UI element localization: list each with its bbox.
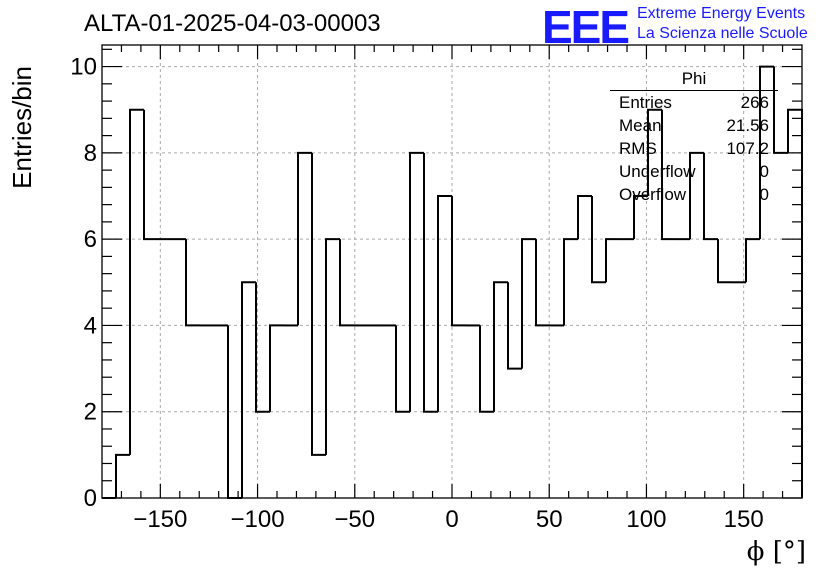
- histogram-bin: [423, 152, 438, 413]
- x-tick-label: 100: [626, 506, 666, 533]
- stats-label: RMS: [619, 139, 657, 158]
- x-tick-label: −100: [231, 506, 285, 533]
- histogram-bin: [605, 238, 620, 283]
- histogram-bin: [451, 196, 466, 327]
- histogram-bin: [591, 196, 606, 284]
- histogram-bin: [759, 65, 774, 240]
- histogram-bin: [129, 108, 144, 455]
- x-axis-label: ϕ [°]: [747, 537, 806, 567]
- histogram-bin: [745, 238, 760, 283]
- histogram-bin: [115, 453, 130, 498]
- logo-caption: Extreme Energy Events La Scienza nelle S…: [637, 4, 808, 44]
- logo-caption-line2: La Scienza nelle Scuole: [637, 25, 808, 42]
- stats-value: 266: [740, 93, 769, 112]
- histogram-bin: [479, 325, 494, 413]
- x-tick-label: −150: [133, 506, 187, 533]
- stats-box: Phi Entries 266 Mean 21.56 RMS 107.2 Und…: [610, 68, 778, 206]
- histogram-bin: [143, 109, 158, 241]
- x-tick-label: −50: [334, 506, 375, 533]
- x-tick-label: 0: [445, 506, 458, 533]
- stats-label: Underflow: [619, 162, 696, 181]
- y-axis-label: Entries/bin: [7, 66, 37, 189]
- stats-box-name: Phi: [610, 68, 778, 91]
- stats-label: Mean: [619, 116, 662, 135]
- histogram-bin: [507, 282, 522, 370]
- histogram-bin: [773, 66, 788, 154]
- y-tick-label: 2: [84, 399, 97, 426]
- histogram-bin: [493, 281, 508, 412]
- histogram-bin: [241, 281, 256, 498]
- stats-row-underflow: Underflow 0: [610, 160, 778, 183]
- y-tick-label: 10: [70, 54, 97, 81]
- histogram-bin: [269, 324, 284, 412]
- x-tick-label: 50: [536, 506, 563, 533]
- stats-row-rms: RMS 107.2: [610, 137, 778, 160]
- stats-value: 107.2: [726, 139, 769, 158]
- histogram-bin: [563, 238, 578, 326]
- stats-value: 21.56: [726, 116, 769, 135]
- stats-row-overflow: Overflow 0: [610, 183, 778, 206]
- histogram-bin: [311, 152, 326, 456]
- stats-label: Entries: [619, 93, 672, 112]
- histogram-bin: [661, 109, 676, 241]
- histogram-bin: [535, 239, 550, 327]
- logo-caption-line1: Extreme Energy Events: [637, 5, 806, 22]
- histogram-bin: [521, 238, 536, 369]
- histogram-bin: [227, 325, 242, 499]
- histogram-bin: [409, 151, 424, 412]
- y-tick-label: 6: [84, 226, 97, 253]
- histogram-bin: [703, 152, 718, 241]
- stats-row-mean: Mean 21.56: [610, 114, 778, 137]
- chart-title: ALTA-01-2025-04-03-00003: [84, 10, 381, 37]
- histogram-bin: [255, 282, 270, 413]
- histogram-bin: [339, 239, 354, 327]
- histogram-bin: [325, 238, 340, 455]
- histogram-bin: [647, 108, 662, 196]
- stats-row-entries: Entries 266: [610, 91, 778, 114]
- y-tick-label: 0: [84, 485, 97, 512]
- histogram-bin: [633, 195, 648, 240]
- y-tick-label: 4: [84, 312, 97, 339]
- axis-ticks: [102, 45, 802, 499]
- y-tick-label: 8: [84, 140, 97, 167]
- histogram-bin: [689, 151, 704, 240]
- x-tick-label: 150: [724, 506, 764, 533]
- histogram-bin: [395, 325, 410, 413]
- histogram-bars: [102, 65, 803, 499]
- stats-value: 0: [759, 185, 769, 204]
- eee-logo: EEE: [542, 1, 630, 53]
- histogram-bin: [185, 239, 200, 327]
- histogram-bin: [577, 195, 592, 240]
- histogram-bin: [297, 151, 312, 326]
- histogram-bin: [787, 108, 803, 498]
- tick-labels: −150 −100 −50 0 50 100 150 0 2 4 6 8 10: [70, 54, 763, 533]
- stats-label: Overflow: [619, 185, 687, 204]
- histogram-bin: [437, 195, 452, 412]
- stats-value: 0: [759, 162, 769, 181]
- histogram-bin: [717, 239, 732, 284]
